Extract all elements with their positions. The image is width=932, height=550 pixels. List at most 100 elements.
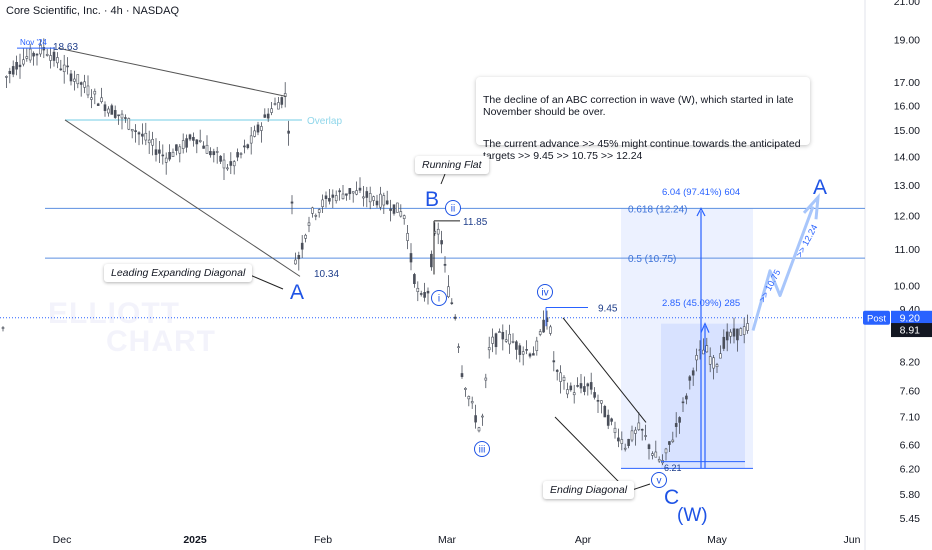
candle-body (623, 447, 627, 450)
candle-body (375, 200, 379, 206)
candle-body (657, 459, 661, 462)
candle-body (627, 438, 630, 446)
candle-body (542, 319, 545, 333)
candle-body (270, 108, 273, 113)
candle-body (719, 353, 722, 359)
x-tick-label: 2025 (183, 534, 207, 546)
candle-body (154, 149, 158, 155)
candle-body (715, 364, 719, 368)
target-label-12-24: >> 12.24 (794, 223, 820, 259)
candle-body (702, 349, 705, 355)
label-18-63: 18.63 (53, 42, 78, 53)
candle-body (287, 130, 290, 134)
candle-body (389, 208, 392, 211)
candle-body (630, 430, 634, 441)
candle-body (42, 47, 46, 51)
candle-body (688, 376, 692, 381)
candle-body (158, 149, 161, 154)
candle-body (644, 435, 647, 437)
callout-running-pointer (440, 173, 446, 185)
candle-body (134, 130, 137, 132)
x-tick-label: Jun (844, 534, 861, 546)
candle-body (450, 302, 454, 304)
candle-body (600, 400, 603, 404)
candle-body (202, 145, 205, 149)
candle-body (515, 341, 518, 350)
candle-body (52, 51, 56, 61)
candle-body (195, 139, 199, 145)
callout-leading-pointer (249, 274, 284, 290)
candle-body (171, 151, 175, 157)
candle-body (484, 377, 488, 381)
candle-body (86, 85, 90, 96)
candle-body (260, 126, 263, 131)
wave-label-i-ring (431, 290, 447, 306)
wave-label-ii-ring (445, 200, 461, 216)
wave-label-a: A (290, 281, 304, 304)
y-tick-label: 12.00 (894, 211, 920, 223)
candle-body (117, 114, 120, 117)
y-tick-label: 16.00 (894, 100, 920, 112)
candle-body (59, 68, 63, 71)
candle-body (341, 193, 345, 200)
candle-body (137, 132, 141, 135)
candle-body (423, 292, 426, 298)
wave-label-i: i (438, 294, 440, 305)
callout-ending-pointer (631, 483, 651, 491)
label-nov24: Nov '24 (20, 38, 47, 47)
candle-body (406, 233, 409, 241)
candle-body (294, 259, 297, 265)
annotation-paragraph-2: The current advance >> 45% might continu… (483, 138, 801, 162)
candle-body (124, 117, 127, 119)
wave-label-v: v (657, 476, 662, 487)
candle-body (559, 372, 562, 382)
candle-body (113, 110, 117, 118)
projected-path (751, 206, 815, 331)
candle-body (426, 290, 430, 294)
y-tick-label: 7.60 (900, 385, 921, 397)
candle-body (253, 130, 256, 137)
candle-body (467, 396, 471, 400)
diagonal-upper-line (57, 47, 287, 97)
candle-body (736, 328, 739, 341)
y-tick-label: 17.00 (894, 77, 920, 89)
candle-body (205, 144, 209, 154)
candle-body (178, 146, 182, 154)
candle-body (617, 437, 620, 442)
candle-body (324, 195, 328, 199)
candle-body (518, 345, 522, 355)
candle-body (385, 200, 389, 205)
y-tick-label: 11.00 (895, 244, 921, 256)
candle-body (35, 53, 39, 56)
watermark-line-1: ELLIOTT (48, 297, 180, 330)
candle-body (69, 73, 73, 82)
y-tick-label: 8.20 (900, 356, 921, 368)
candle-body (304, 234, 307, 239)
candle-body (511, 341, 515, 343)
candle-body (79, 82, 83, 85)
candle-body (440, 240, 443, 245)
wave-label-b: B (425, 188, 439, 211)
candle-body (399, 211, 403, 217)
candle-body (198, 140, 202, 142)
candle-body (610, 418, 613, 422)
candle-body (62, 64, 66, 73)
wave-label-w: (W) (677, 505, 708, 526)
ending-diagonal-upper (562, 317, 647, 423)
candle-body (175, 144, 178, 151)
candle-body (695, 355, 698, 361)
x-tick-label: Mar (438, 534, 457, 546)
candle-body (528, 353, 532, 357)
label-11-85: 11.85 (463, 217, 488, 228)
candle-body (236, 152, 239, 158)
last-price-value: 8.91 (900, 325, 921, 337)
candle-body (141, 133, 144, 137)
candle-body (708, 356, 712, 365)
diagonal-lower-line (64, 119, 301, 277)
candle-body (470, 401, 474, 404)
target-label-10-75: >> 10.75 (757, 268, 783, 304)
candle-body (586, 383, 590, 387)
y-tick-label: 6.20 (900, 463, 921, 475)
candle-body (647, 444, 651, 450)
